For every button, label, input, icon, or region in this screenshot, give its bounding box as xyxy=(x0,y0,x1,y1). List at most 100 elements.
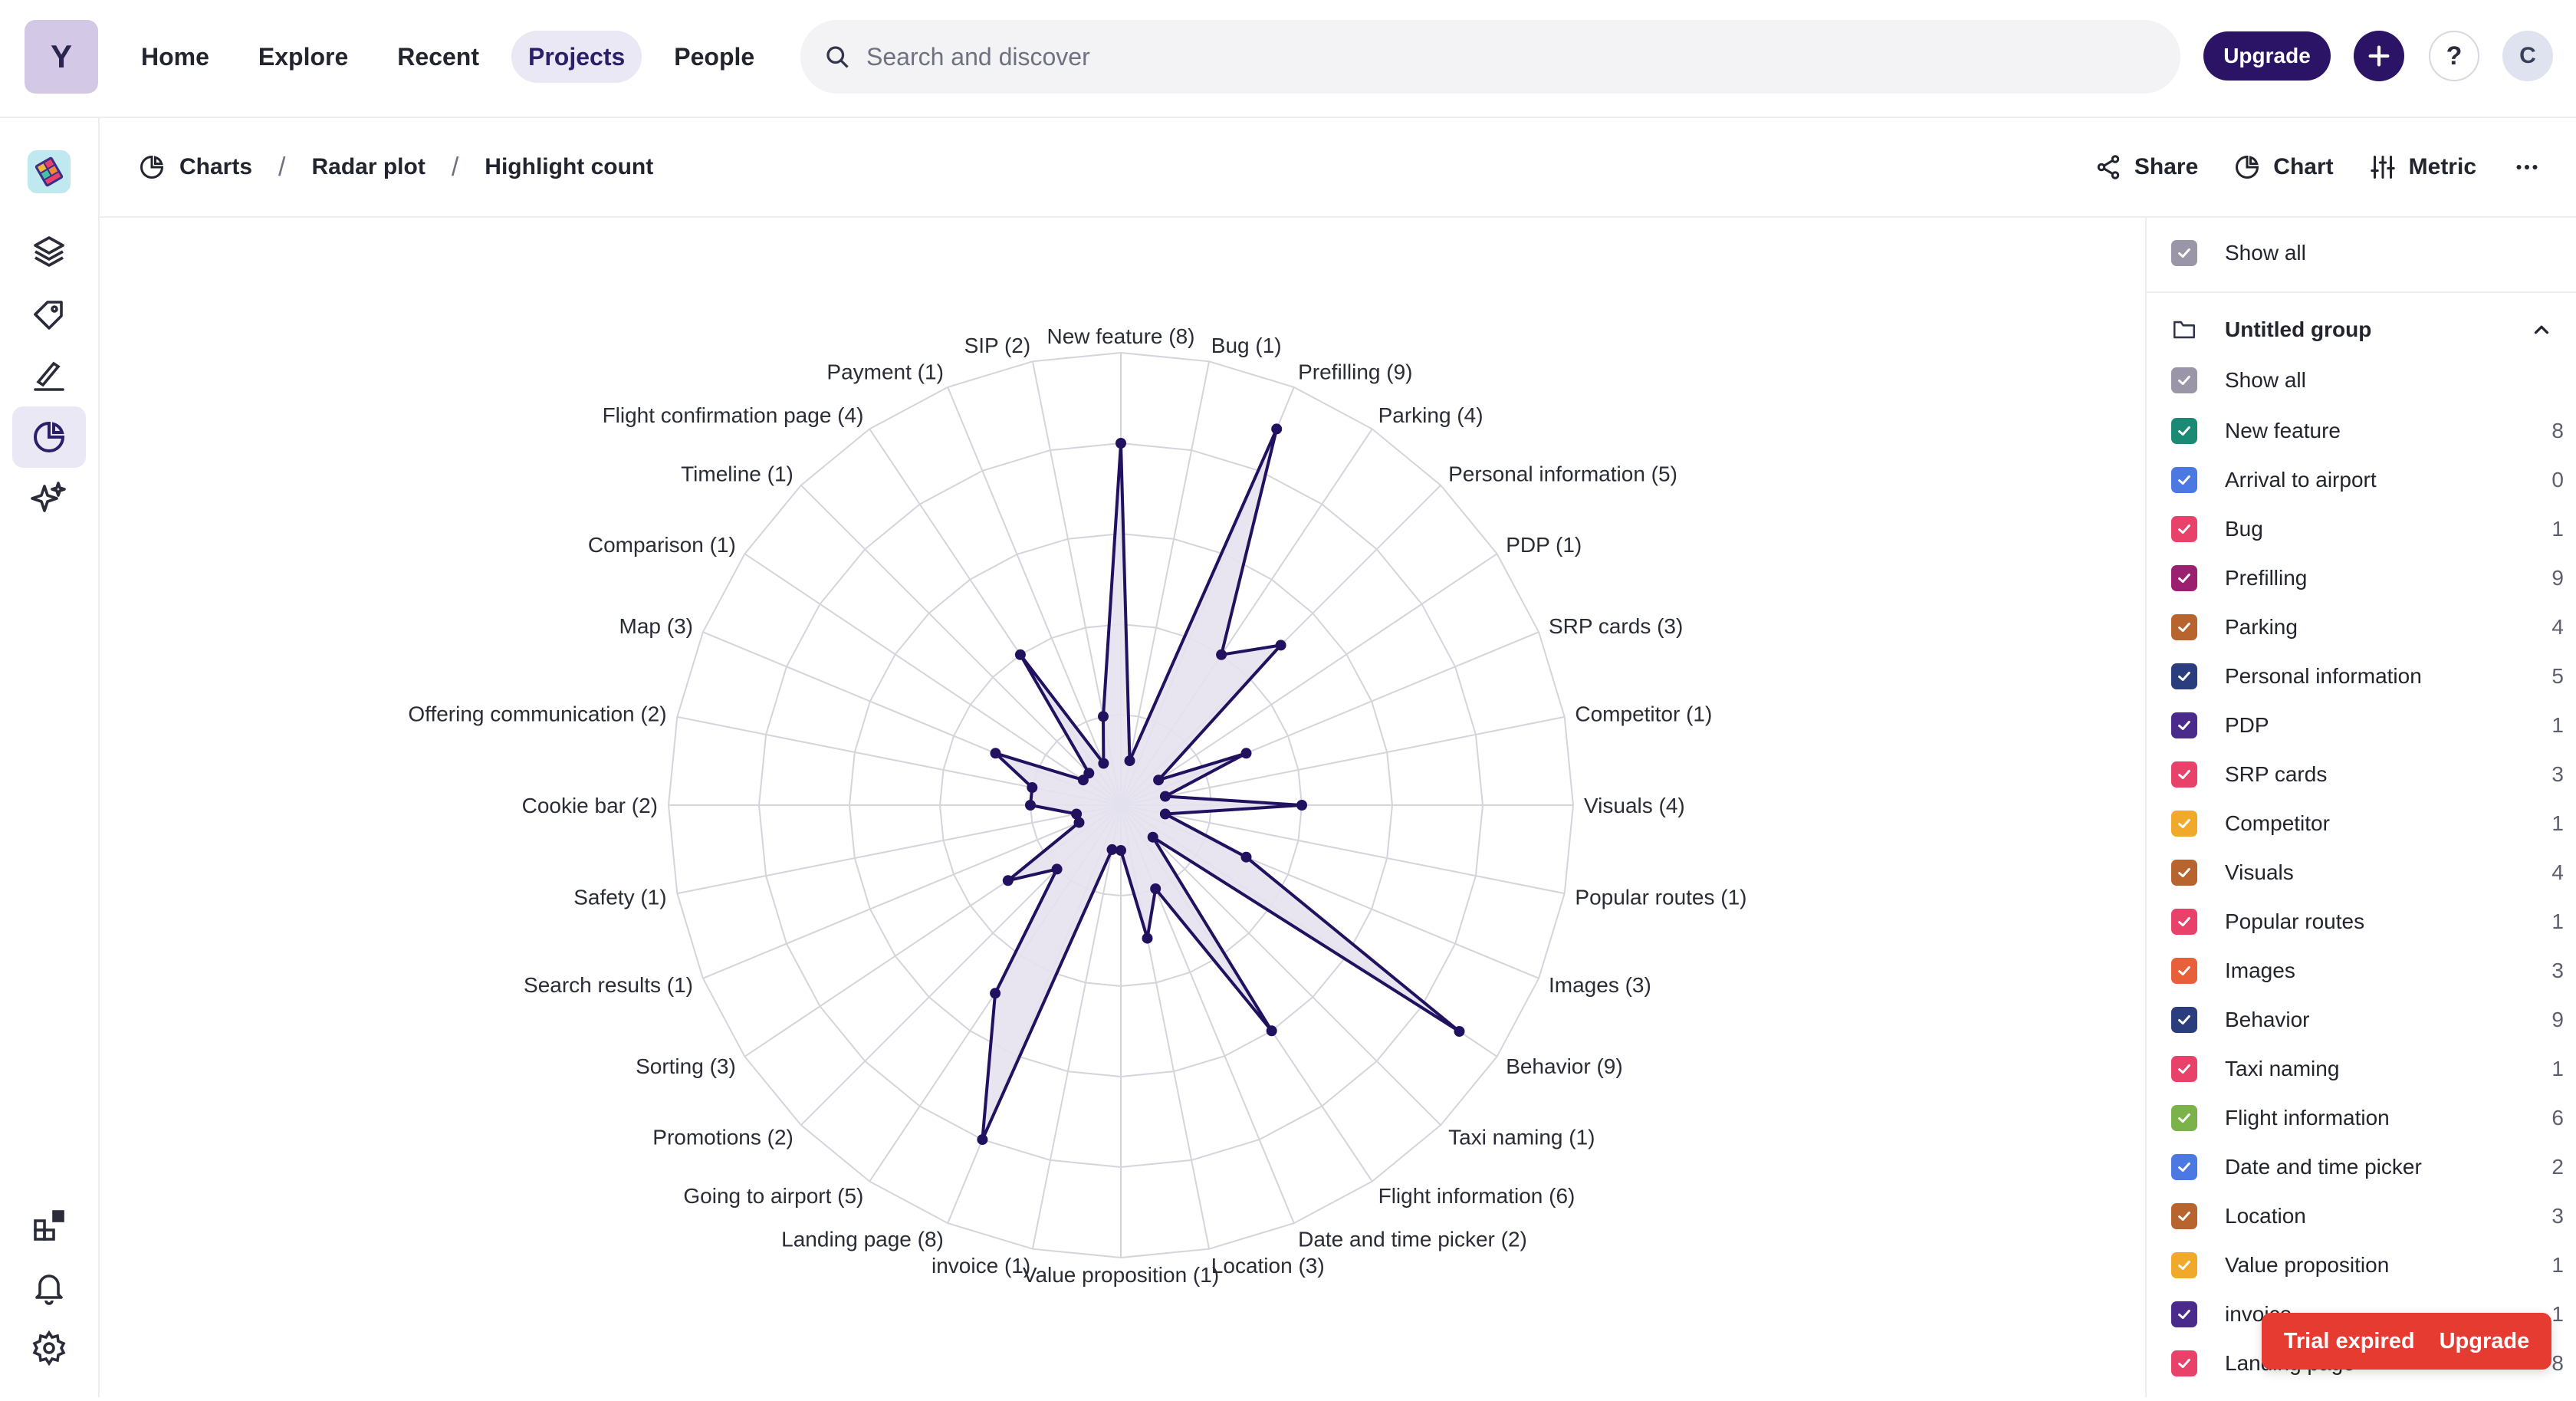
legend-item[interactable]: Behavior 9 xyxy=(2171,997,2564,1043)
group-header[interactable]: Untitled group xyxy=(2171,307,2564,353)
chart-header: Charts / Radar plot / Highlight count Sh… xyxy=(100,118,2576,218)
axis-label: New feature (8) xyxy=(1047,324,1195,348)
checkbox[interactable] xyxy=(2171,1350,2197,1376)
rail-widgets[interactable] xyxy=(12,1195,86,1256)
checkbox[interactable] xyxy=(2171,565,2197,591)
help-button[interactable]: ? xyxy=(2429,31,2479,81)
checkbox[interactable] xyxy=(2171,367,2197,393)
nav-home[interactable]: Home xyxy=(141,42,209,71)
legend-item[interactable]: Taxi naming 1 xyxy=(2171,1046,2564,1092)
axis-label: Taxi naming (1) xyxy=(1448,1126,1595,1149)
rail-ai[interactable] xyxy=(12,468,86,529)
legend-item[interactable]: Popular routes 1 xyxy=(2171,899,2564,945)
checkbox[interactable] xyxy=(2171,712,2197,738)
check-icon xyxy=(2178,1162,2190,1172)
search-input[interactable]: Search and discover xyxy=(866,42,1090,71)
breadcrumb-radar-plot[interactable]: Radar plot xyxy=(311,154,426,179)
nav-people[interactable]: People xyxy=(674,42,755,71)
metric-button[interactable]: Metric xyxy=(2369,153,2476,181)
checkbox[interactable] xyxy=(2171,516,2197,542)
legend-item[interactable]: PDP 1 xyxy=(2171,702,2564,748)
axis-label: Date and time picker (2) xyxy=(1298,1227,1527,1251)
data-point xyxy=(990,988,1001,999)
check-icon xyxy=(2178,1309,2190,1320)
legend-item[interactable]: SRP cards 3 xyxy=(2171,751,2564,798)
grid-spoke xyxy=(1031,804,1122,1249)
data-point xyxy=(1240,851,1252,863)
breadcrumb-charts[interactable]: Charts xyxy=(138,153,252,181)
data-point xyxy=(1266,1025,1277,1037)
checkbox[interactable] xyxy=(2171,614,2197,640)
search-bar[interactable]: Search and discover xyxy=(800,20,2180,94)
legend-item[interactable]: Arrival to airport 0 xyxy=(2171,457,2564,503)
show-all-toggle[interactable]: Show all xyxy=(2171,230,2564,276)
grid-spoke xyxy=(800,485,1122,806)
rail-project-avatar[interactable] xyxy=(12,141,86,202)
checkbox[interactable] xyxy=(2171,761,2197,788)
nav-recent[interactable]: Recent xyxy=(397,42,479,71)
nav-projects[interactable]: Projects xyxy=(511,31,642,83)
nav-explore[interactable]: Explore xyxy=(258,42,349,71)
rail-tags[interactable] xyxy=(12,284,86,345)
checkbox[interactable] xyxy=(2171,240,2197,266)
checkbox[interactable] xyxy=(2171,1252,2197,1278)
rail-charts[interactable] xyxy=(12,406,86,468)
toast-upgrade-link[interactable]: Upgrade xyxy=(2439,1328,2530,1353)
avatar[interactable]: C xyxy=(2502,31,2553,81)
legend-item[interactable]: Personal information 5 xyxy=(2171,653,2564,699)
legend-item-label: Date and time picker xyxy=(2225,1155,2422,1179)
legend-item[interactable]: Parking 4 xyxy=(2171,604,2564,650)
legend-item[interactable]: New feature 8 xyxy=(2171,408,2564,454)
legend-item[interactable]: Bug 1 xyxy=(2171,506,2564,552)
grid-spoke xyxy=(1120,804,1441,1126)
chart-type-button[interactable]: Chart xyxy=(2233,153,2334,181)
checkbox[interactable] xyxy=(2171,1301,2197,1327)
legend-item-label: Flight information xyxy=(2225,1106,2390,1130)
trial-expired-label: Trial expired xyxy=(2283,1328,2415,1353)
check-icon xyxy=(2178,1211,2190,1222)
rail-notifications[interactable] xyxy=(12,1256,86,1317)
checkbox[interactable] xyxy=(2171,663,2197,689)
legend-item[interactable]: Images 3 xyxy=(2171,948,2564,994)
checkbox[interactable] xyxy=(2171,860,2197,886)
data-point xyxy=(1002,875,1014,886)
grid-spoke xyxy=(702,804,1122,979)
create-button[interactable] xyxy=(2354,31,2404,81)
legend-item[interactable]: Value proposition 1 xyxy=(2171,1242,2564,1288)
legend-item[interactable]: Flight information 6 xyxy=(2171,1095,2564,1141)
group-show-all-toggle[interactable]: Show all xyxy=(2171,357,2564,403)
checkbox[interactable] xyxy=(2171,1056,2197,1082)
data-point xyxy=(1142,932,1153,944)
checkbox[interactable] xyxy=(2171,467,2197,493)
checkbox[interactable] xyxy=(2171,418,2197,444)
rail-settings[interactable] xyxy=(12,1317,86,1379)
legend-item-count: 6 xyxy=(2551,1106,2564,1130)
chevron-up-icon[interactable] xyxy=(2530,318,2553,341)
legend-item[interactable]: Prefilling 9 xyxy=(2171,555,2564,601)
legend-item-count: 3 xyxy=(2551,762,2564,786)
grid-spoke xyxy=(947,386,1122,806)
app-logo[interactable]: Y xyxy=(25,20,98,94)
share-button[interactable]: Share xyxy=(2095,153,2198,181)
checkbox[interactable] xyxy=(2171,811,2197,837)
legend-item-count: 0 xyxy=(2551,468,2564,492)
checkbox[interactable] xyxy=(2171,1203,2197,1229)
rail-layers[interactable] xyxy=(12,221,86,282)
rail-highlights[interactable] xyxy=(12,345,86,406)
legend-item[interactable]: Date and time picker 2 xyxy=(2171,1144,2564,1190)
more-horizontal-icon xyxy=(2512,153,2542,181)
metric-label: Metric xyxy=(2408,154,2476,179)
upgrade-button[interactable]: Upgrade xyxy=(2203,31,2331,81)
checkbox[interactable] xyxy=(2171,1154,2197,1180)
checkbox[interactable] xyxy=(2171,958,2197,984)
legend-item[interactable]: Location 3 xyxy=(2171,1193,2564,1239)
legend-item[interactable]: Visuals 4 xyxy=(2171,850,2564,896)
more-options-button[interactable] xyxy=(2512,153,2542,181)
data-point xyxy=(1275,640,1286,651)
checkbox[interactable] xyxy=(2171,1007,2197,1033)
legend-item-count: 5 xyxy=(2551,664,2564,688)
checkbox[interactable] xyxy=(2171,909,2197,935)
legend-item[interactable]: Competitor 1 xyxy=(2171,801,2564,847)
group-title: Untitled group xyxy=(2225,317,2372,341)
checkbox[interactable] xyxy=(2171,1105,2197,1131)
